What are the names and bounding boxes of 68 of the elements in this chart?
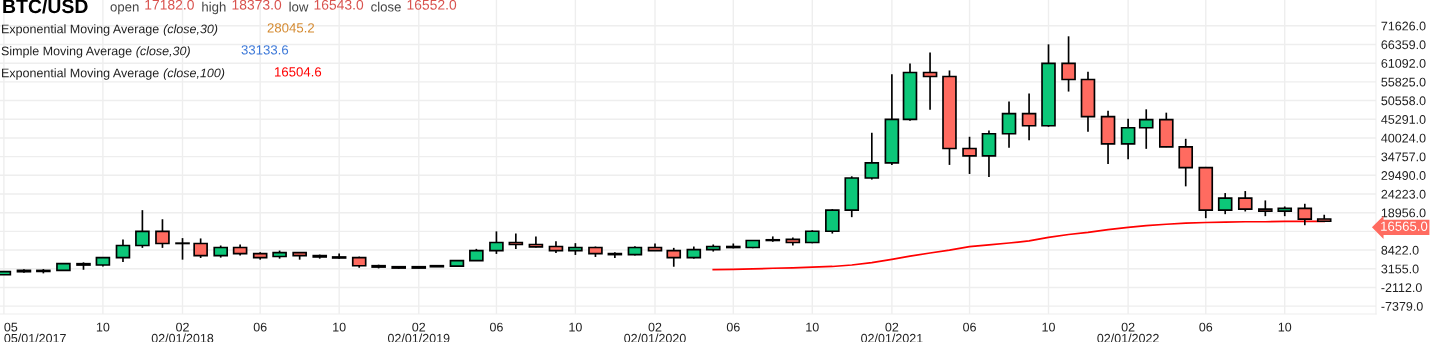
- text: 16565.0: [1381, 221, 1428, 231]
- candlestick: [1120, 117, 1136, 161]
- x-tick-label: 10: [806, 322, 819, 332]
- y-tick-label: 3155.0: [1381, 264, 1419, 274]
- candlestick: [1178, 137, 1194, 188]
- annotation: 17182.0: [145, 0, 194, 10]
- candlestick: [115, 238, 131, 263]
- y-tick-label: 34757.0: [1381, 152, 1426, 162]
- candlestick: [1021, 92, 1037, 141]
- candlestick: [193, 237, 208, 259]
- y-tick-label: 71626.0: [1381, 21, 1426, 31]
- y-tick-label: 66359.0: [1381, 40, 1426, 50]
- y-tick-label: 50558.0: [1381, 96, 1426, 106]
- candlestick: [825, 208, 840, 235]
- candlestick: [1258, 199, 1273, 217]
- annotation: 16552.0: [407, 0, 457, 10]
- y-tick-label: 55825.0: [1381, 77, 1426, 87]
- x-tick-label: 06: [726, 322, 740, 332]
- annotation: 33133.6: [241, 45, 289, 55]
- x-tick-label: 06: [1199, 322, 1213, 332]
- candlestick: [489, 230, 504, 255]
- y-tick-label: 8422.0: [1381, 245, 1419, 255]
- x-tick-label: 10: [1042, 322, 1055, 332]
- annotation: 28045.2: [267, 23, 315, 33]
- candlestick: [1217, 192, 1233, 215]
- candlestick: [864, 131, 880, 181]
- x-tick-label: 10: [96, 322, 110, 332]
- x-tick-label: 06: [963, 322, 976, 332]
- x-tick-label: 02 02/01/2021: [861, 322, 923, 342]
- y-tick-label: -7379.0: [1381, 301, 1423, 311]
- candlestick: [1138, 108, 1154, 150]
- candlestick: [175, 237, 190, 261]
- candlestick: [135, 209, 150, 249]
- annotation: 18373.0: [232, 0, 282, 10]
- text: Exponential Moving Average (close,100): [2, 68, 225, 80]
- candlestick: [1297, 202, 1313, 227]
- annotation: 16543.0: [314, 0, 364, 10]
- candlestick: [666, 247, 682, 268]
- y-tick-label: 18956.0: [1381, 208, 1426, 218]
- x-tick-label: 05 05/01/2017: [4, 322, 66, 342]
- x-tick-label: 06: [489, 322, 503, 332]
- candlestick: [1001, 100, 1017, 149]
- candlestick: [155, 218, 170, 249]
- y-tick-label: 24223.0: [1381, 189, 1426, 199]
- candlestick: [962, 135, 977, 175]
- y-tick-label: 29490.0: [1381, 171, 1426, 180]
- annotation: open: [110, 4, 139, 15]
- y-tick-label: 45291.0: [1381, 115, 1426, 124]
- annotation: low: [289, 1, 309, 12]
- x-tick-label: 10: [333, 322, 346, 332]
- y-tick-label: 40024.0: [1381, 133, 1426, 143]
- x-tick-label: 10: [1278, 322, 1292, 332]
- candlestick: [1237, 190, 1253, 213]
- y-tick-label: -2112.0: [1381, 283, 1422, 293]
- x-tick-label: 02 02/01/2020: [624, 322, 686, 342]
- x-tick-label: 06: [253, 322, 267, 332]
- annotation: 16504.6: [275, 67, 322, 77]
- x-tick-label: 02 02/01/2018: [151, 322, 214, 342]
- x-tick-label: 02 02/01/2022: [1097, 322, 1159, 342]
- x-tick-label: 02 02/01/2019: [387, 322, 450, 342]
- annotation: close: [371, 1, 401, 12]
- x-tick-label: 10: [569, 322, 582, 332]
- y-tick-label: 61092.0: [1381, 58, 1426, 68]
- candlestick: [1061, 35, 1076, 93]
- candlestick: [981, 129, 997, 178]
- annotation: high: [202, 1, 226, 15]
- annotation: Exponential Moving Average (close,30): [2, 24, 218, 36]
- annotation: Simple Moving Average (close,30): [1, 46, 190, 58]
